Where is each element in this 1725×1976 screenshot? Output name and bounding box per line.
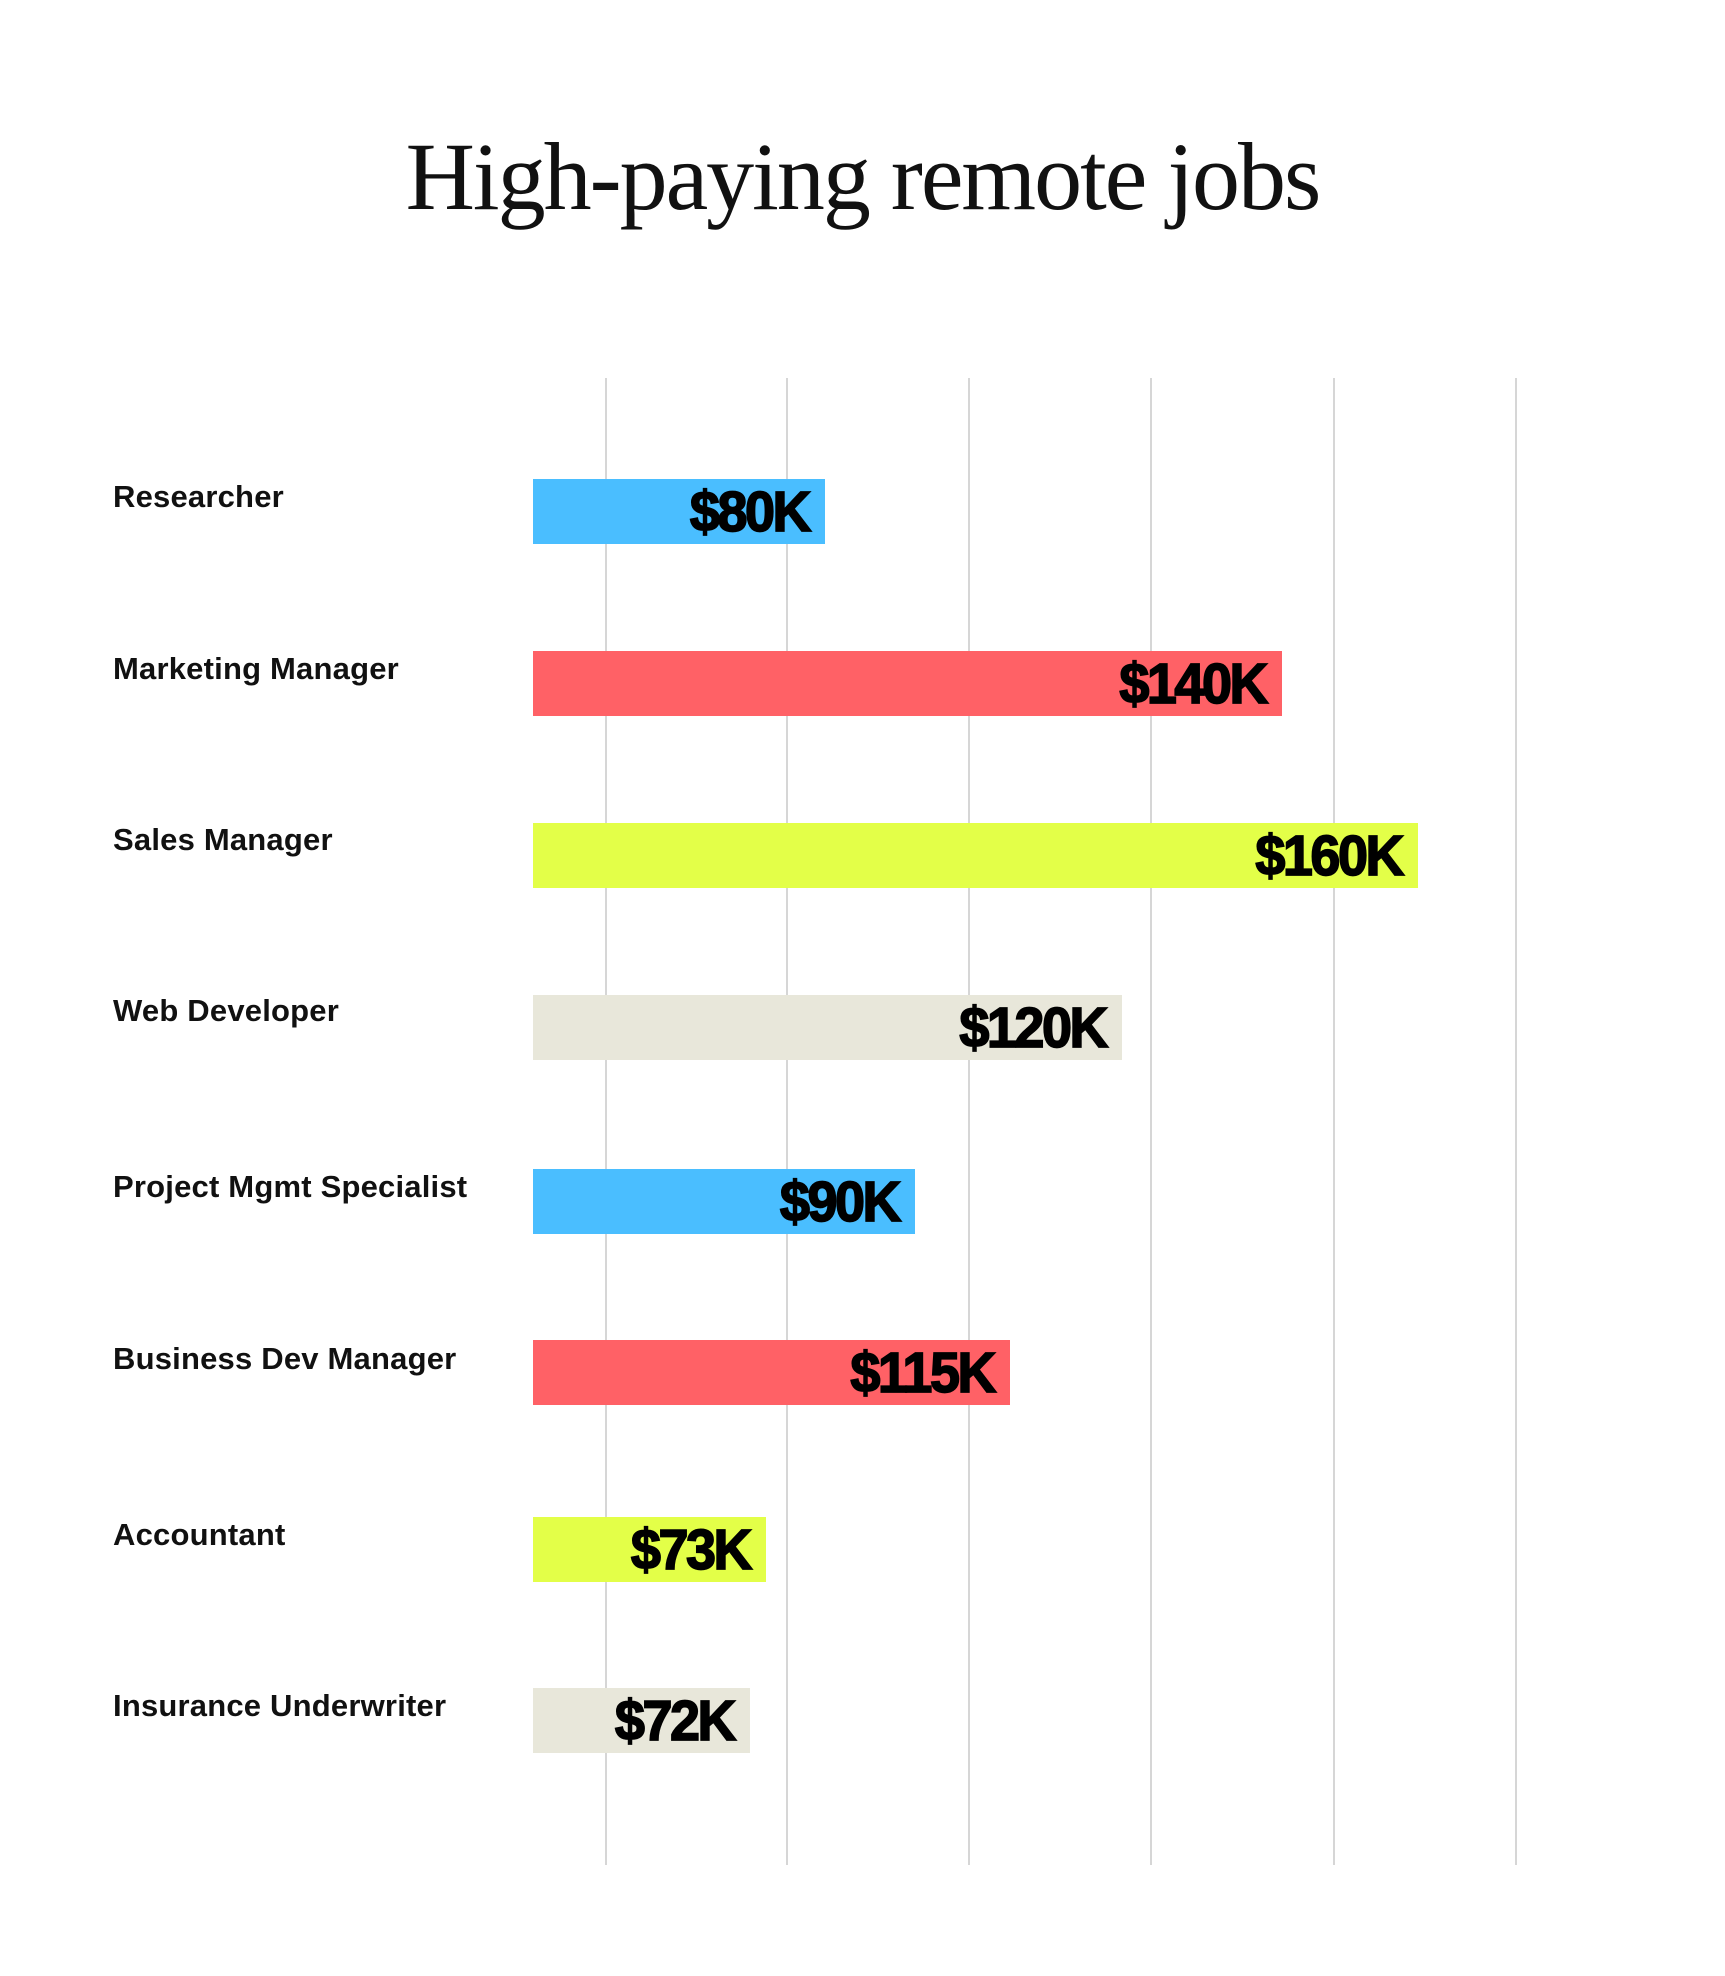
bar-value: $80K — [689, 479, 812, 544]
row-label-sales-manager: Sales Manager — [113, 822, 333, 857]
bar-value: $115K — [850, 1340, 998, 1405]
chart-title: High-paying remote jobs — [405, 123, 1322, 230]
bar-accountant: $73K — [533, 1517, 766, 1582]
gridline — [605, 378, 607, 1865]
row-label-marketing-manager: Marketing Manager — [113, 651, 399, 686]
gridline — [1150, 378, 1152, 1865]
row-label-insurance-underwriter: Insurance Underwriter — [113, 1688, 447, 1723]
row-label-business-dev-manager: Business Dev Manager — [113, 1341, 457, 1376]
row-label-accountant: Accountant — [113, 1517, 286, 1552]
row-label-web-developer: Web Developer — [113, 993, 339, 1028]
bar-value: $120K — [959, 995, 1110, 1060]
gridline — [1333, 378, 1335, 1865]
bar-value: $90K — [779, 1169, 902, 1234]
bar-project-mgmt-specialist: $90K — [533, 1169, 915, 1234]
bar-value: $72K — [614, 1688, 737, 1753]
bar-value: $73K — [630, 1517, 753, 1582]
row-label-project-mgmt-specialist: Project Mgmt Specialist — [113, 1169, 468, 1204]
bar-marketing-manager: $140K — [533, 651, 1282, 716]
gridline — [1515, 378, 1517, 1865]
row-label-researcher: Researcher — [113, 479, 284, 514]
bar-researcher: $80K — [533, 479, 825, 544]
bar-value: $160K — [1255, 823, 1406, 888]
gridline — [786, 378, 788, 1865]
gridline — [968, 378, 970, 1865]
bar-value: $140K — [1119, 651, 1270, 716]
bar-business-dev-manager: $115K — [533, 1340, 1010, 1405]
bar-insurance-underwriter: $72K — [533, 1688, 750, 1753]
bar-web-developer: $120K — [533, 995, 1122, 1060]
bar-sales-manager: $160K — [533, 823, 1418, 888]
